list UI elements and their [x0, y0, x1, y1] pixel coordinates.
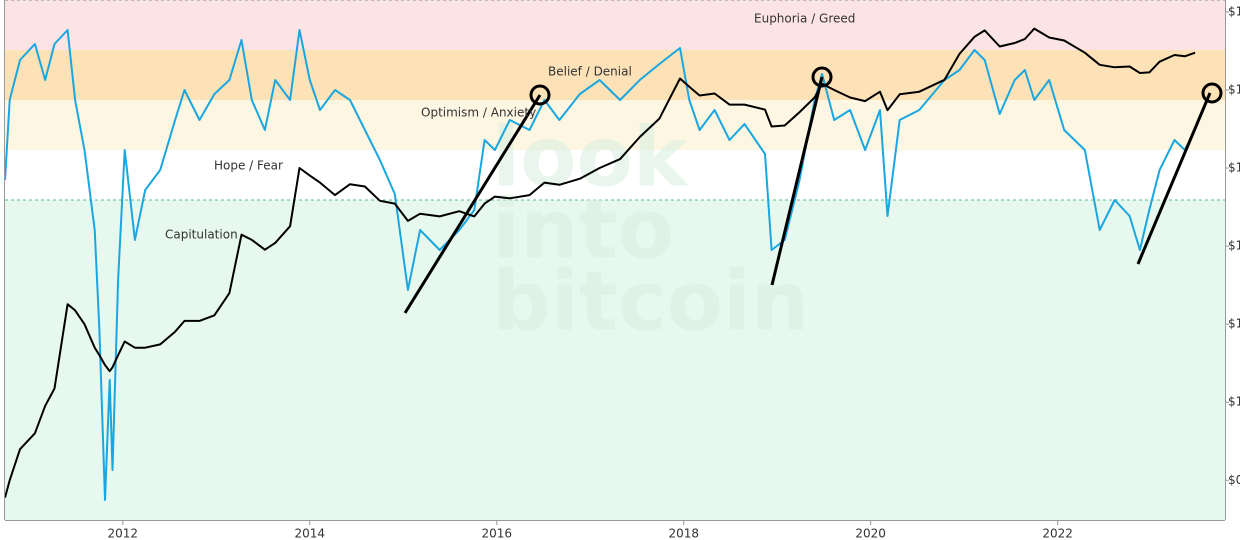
- y2-tick-label: $100: [1228, 239, 1240, 253]
- trend-circle: [811, 66, 833, 88]
- watermark-text: look: [492, 110, 690, 205]
- x-tick-label: 2014: [294, 527, 325, 540]
- axes: 2012 2014 2016 2018 2020 2022 $0.1 $1 $10 $100 $1,…: [4, 0, 1240, 540]
- y2-tick-label: $100,000: [1228, 4, 1240, 18]
- zone-label: Capitulation: [165, 228, 238, 242]
- y2-tick-label: $0.1: [1228, 473, 1240, 487]
- zone-label: Belief / Denial: [548, 65, 632, 79]
- zone-label: Optimism / Anxiety: [421, 106, 536, 120]
- x-tick-label: 2016: [481, 527, 512, 540]
- zone-band: [5, 0, 1225, 50]
- trend-line: [770, 76, 824, 286]
- zones: [5, 0, 1225, 520]
- trend-annotations: [403, 66, 1223, 314]
- x-tick-label: 2020: [855, 527, 886, 540]
- x-tick-label: 2022: [1042, 527, 1073, 540]
- y2-tick-label: $1,000: [1228, 161, 1240, 175]
- y2-tick-label: $10,000: [1228, 82, 1240, 96]
- trend-line: [1136, 92, 1212, 265]
- series-line: [4, 29, 1196, 501]
- y2-tick-label: $1: [1228, 395, 1240, 409]
- zone-band: [5, 200, 1225, 520]
- x-tick-label: 2012: [108, 527, 139, 540]
- zone-label: Hope / Fear: [214, 159, 283, 173]
- zone-band: [5, 150, 1225, 200]
- lines: [4, 27, 1196, 501]
- x-tick-label: 2018: [668, 527, 699, 540]
- trend-line: [403, 94, 542, 314]
- trend-circle: [1201, 82, 1223, 104]
- zone-band: [5, 100, 1225, 150]
- y2-tick-label: $10: [1228, 317, 1240, 331]
- zone-band: [5, 50, 1225, 100]
- zone-label: Euphoria / Greed: [754, 12, 855, 26]
- watermark-text: into: [492, 182, 674, 277]
- watermark-text: bitcoin: [492, 254, 809, 349]
- trend-circle: [529, 84, 551, 106]
- series-line: [4, 27, 1196, 498]
